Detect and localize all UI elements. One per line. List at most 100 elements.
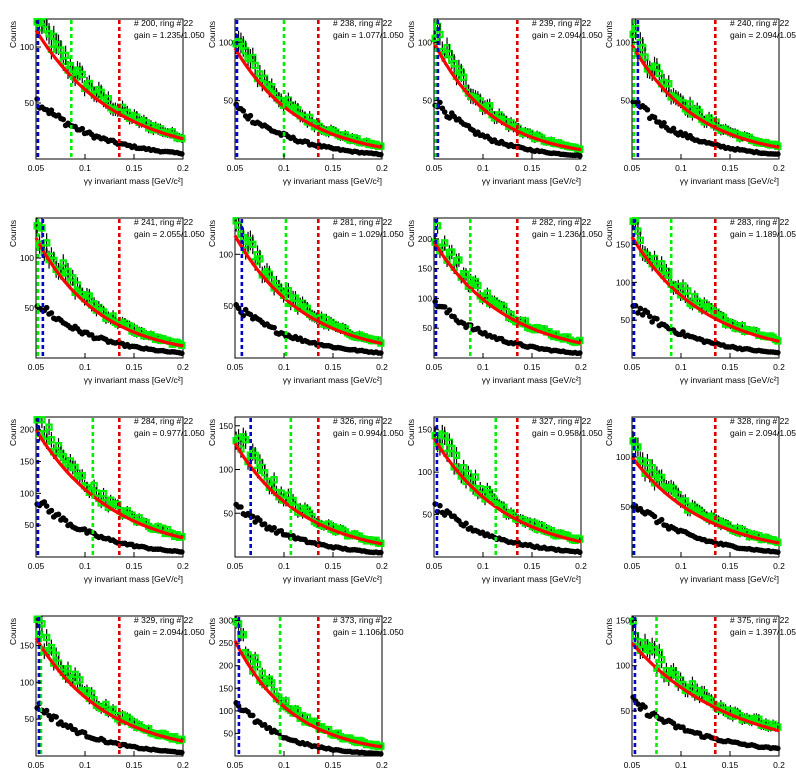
y-tick-label: 150 (20, 640, 34, 650)
x-axis-label: γγ invariant mass [GeV/c²] (283, 574, 382, 584)
black-data-point (378, 549, 384, 556)
green-data-point (45, 423, 53, 431)
panel-gain: gain = 1.106/1.050 (333, 627, 404, 637)
black-data-point (238, 504, 244, 510)
green-data-point (657, 655, 666, 664)
plot-frame (433, 18, 582, 160)
black-data-point (639, 312, 646, 318)
green-data-point (455, 256, 463, 264)
black-data-point (247, 311, 254, 318)
plot-frame (631, 18, 780, 160)
green-data-point (450, 59, 458, 68)
green-data-point (251, 61, 259, 70)
x-tick-label: 0.2 (575, 362, 587, 372)
x-tick-label: 0.15 (126, 561, 143, 571)
black-data-point (775, 745, 781, 752)
green-data-point (241, 436, 250, 444)
y-tick-label: 200 (20, 425, 34, 435)
y-axis-label: Counts (207, 618, 217, 645)
y-tick-label: 100 (616, 37, 630, 47)
green-data-point (97, 88, 105, 97)
x-axis-label: γγ invariant mass [GeV/c²] (482, 375, 581, 385)
y-tick-label: 50 (25, 98, 35, 108)
green-data-point (239, 233, 247, 242)
panel-label: # 239, ring # 22 (532, 18, 591, 28)
black-data-point (261, 521, 268, 527)
green-data-point (476, 97, 484, 105)
histogram-panel: # 200, ring # 22 gain = 1.235/1.050 0.05 0.… (8, 18, 205, 186)
black-data-point (55, 511, 62, 518)
panel-label: # 284, ring # 22 (134, 416, 193, 426)
histogram-panel: # 238, ring # 22 gain = 1.077/1.050 0.05 0.… (207, 18, 404, 186)
green-data-point (251, 451, 259, 460)
green-data-point (78, 70, 86, 79)
green-data-point (452, 451, 461, 460)
y-axis-label: Counts (8, 419, 18, 446)
y-tick-label: 50 (423, 510, 433, 520)
x-tick-label: 0.2 (177, 561, 189, 571)
x-tick-label: 0.05 (227, 561, 244, 571)
y-axis-label: Counts (604, 220, 614, 247)
x-tick-label: 0.1 (477, 163, 489, 173)
black-data-point (53, 714, 59, 720)
black-data-point (644, 309, 651, 316)
green-data-point (636, 236, 644, 244)
black-data-point (651, 114, 658, 121)
green-data-point (239, 631, 247, 639)
x-axis-label: γγ invariant mass [GeV/c²] (84, 574, 183, 584)
fit-curve (630, 456, 780, 545)
fit-curve (432, 437, 582, 544)
green-data-point (69, 274, 77, 282)
y-tick-label: 100 (418, 293, 432, 303)
green-data-point (657, 473, 666, 482)
green-data-point (681, 497, 690, 505)
histogram-panel: # 240, ring # 22 gain = 2.094/1.050 0.05 0.… (604, 18, 796, 186)
fit-curve (233, 47, 383, 149)
y-axis-label: Counts (207, 220, 217, 247)
green-data-point (268, 276, 276, 284)
black-data-point (48, 310, 55, 316)
green-data-point (253, 660, 262, 669)
histogram-panel: # 327, ring # 22 gain = 0.958/1.050 0.05 0.… (406, 416, 603, 584)
histogram-panel: # 328, ring # 22 gain = 2.094/1.050 0.05 0.… (604, 416, 796, 584)
green-data-point (64, 267, 72, 276)
y-axis-label: Counts (207, 21, 217, 48)
y-tick-label: 50 (224, 728, 234, 738)
green-data-point (440, 239, 449, 247)
y-tick-label: 50 (25, 520, 35, 530)
x-axis-label: γγ invariant mass [GeV/c²] (84, 375, 183, 385)
x-tick-label: 0.15 (722, 561, 739, 571)
x-tick-label: 0.05 (227, 760, 244, 770)
x-tick-label: 0.2 (773, 561, 785, 571)
x-tick-label: 0.2 (575, 163, 587, 173)
x-tick-label: 0.05 (426, 163, 443, 173)
y-tick-label: 100 (616, 452, 630, 462)
black-data-point (644, 106, 651, 113)
x-tick-label: 0.1 (675, 760, 687, 770)
y-axis-label: Counts (406, 21, 416, 48)
green-data-point (291, 294, 300, 302)
y-axis-label: Counts (406, 419, 416, 446)
black-data-point (577, 549, 583, 556)
green-data-point (448, 248, 456, 256)
y-tick-label: 150 (219, 421, 233, 431)
panel-gain: gain = 2.094/1.050 (532, 30, 603, 40)
panel-label: # 241, ring # 22 (134, 217, 193, 227)
green-data-point (270, 687, 278, 696)
panel-label: # 326, ring # 22 (333, 416, 392, 426)
green-data-point (71, 670, 79, 679)
black-data-point (271, 324, 277, 331)
black-data-point (252, 519, 258, 525)
x-tick-label: 0.2 (376, 362, 388, 372)
histogram-panel: # 284, ring # 22 gain = 0.977/1.050 0.05 0.… (8, 416, 205, 584)
histogram-panel: # 281, ring # 22 gain = 1.029/1.050 0.05 0.… (207, 217, 404, 385)
y-tick-label: 150 (418, 425, 432, 435)
x-tick-label: 0.1 (278, 760, 290, 770)
x-tick-label: 0.05 (28, 561, 45, 571)
black-data-point (266, 725, 273, 731)
green-data-point (59, 453, 67, 461)
x-tick-label: 0.1 (477, 362, 489, 372)
green-data-point (629, 617, 637, 626)
x-tick-label: 0.2 (376, 561, 388, 571)
panel-label: # 329, ring # 22 (134, 615, 193, 625)
